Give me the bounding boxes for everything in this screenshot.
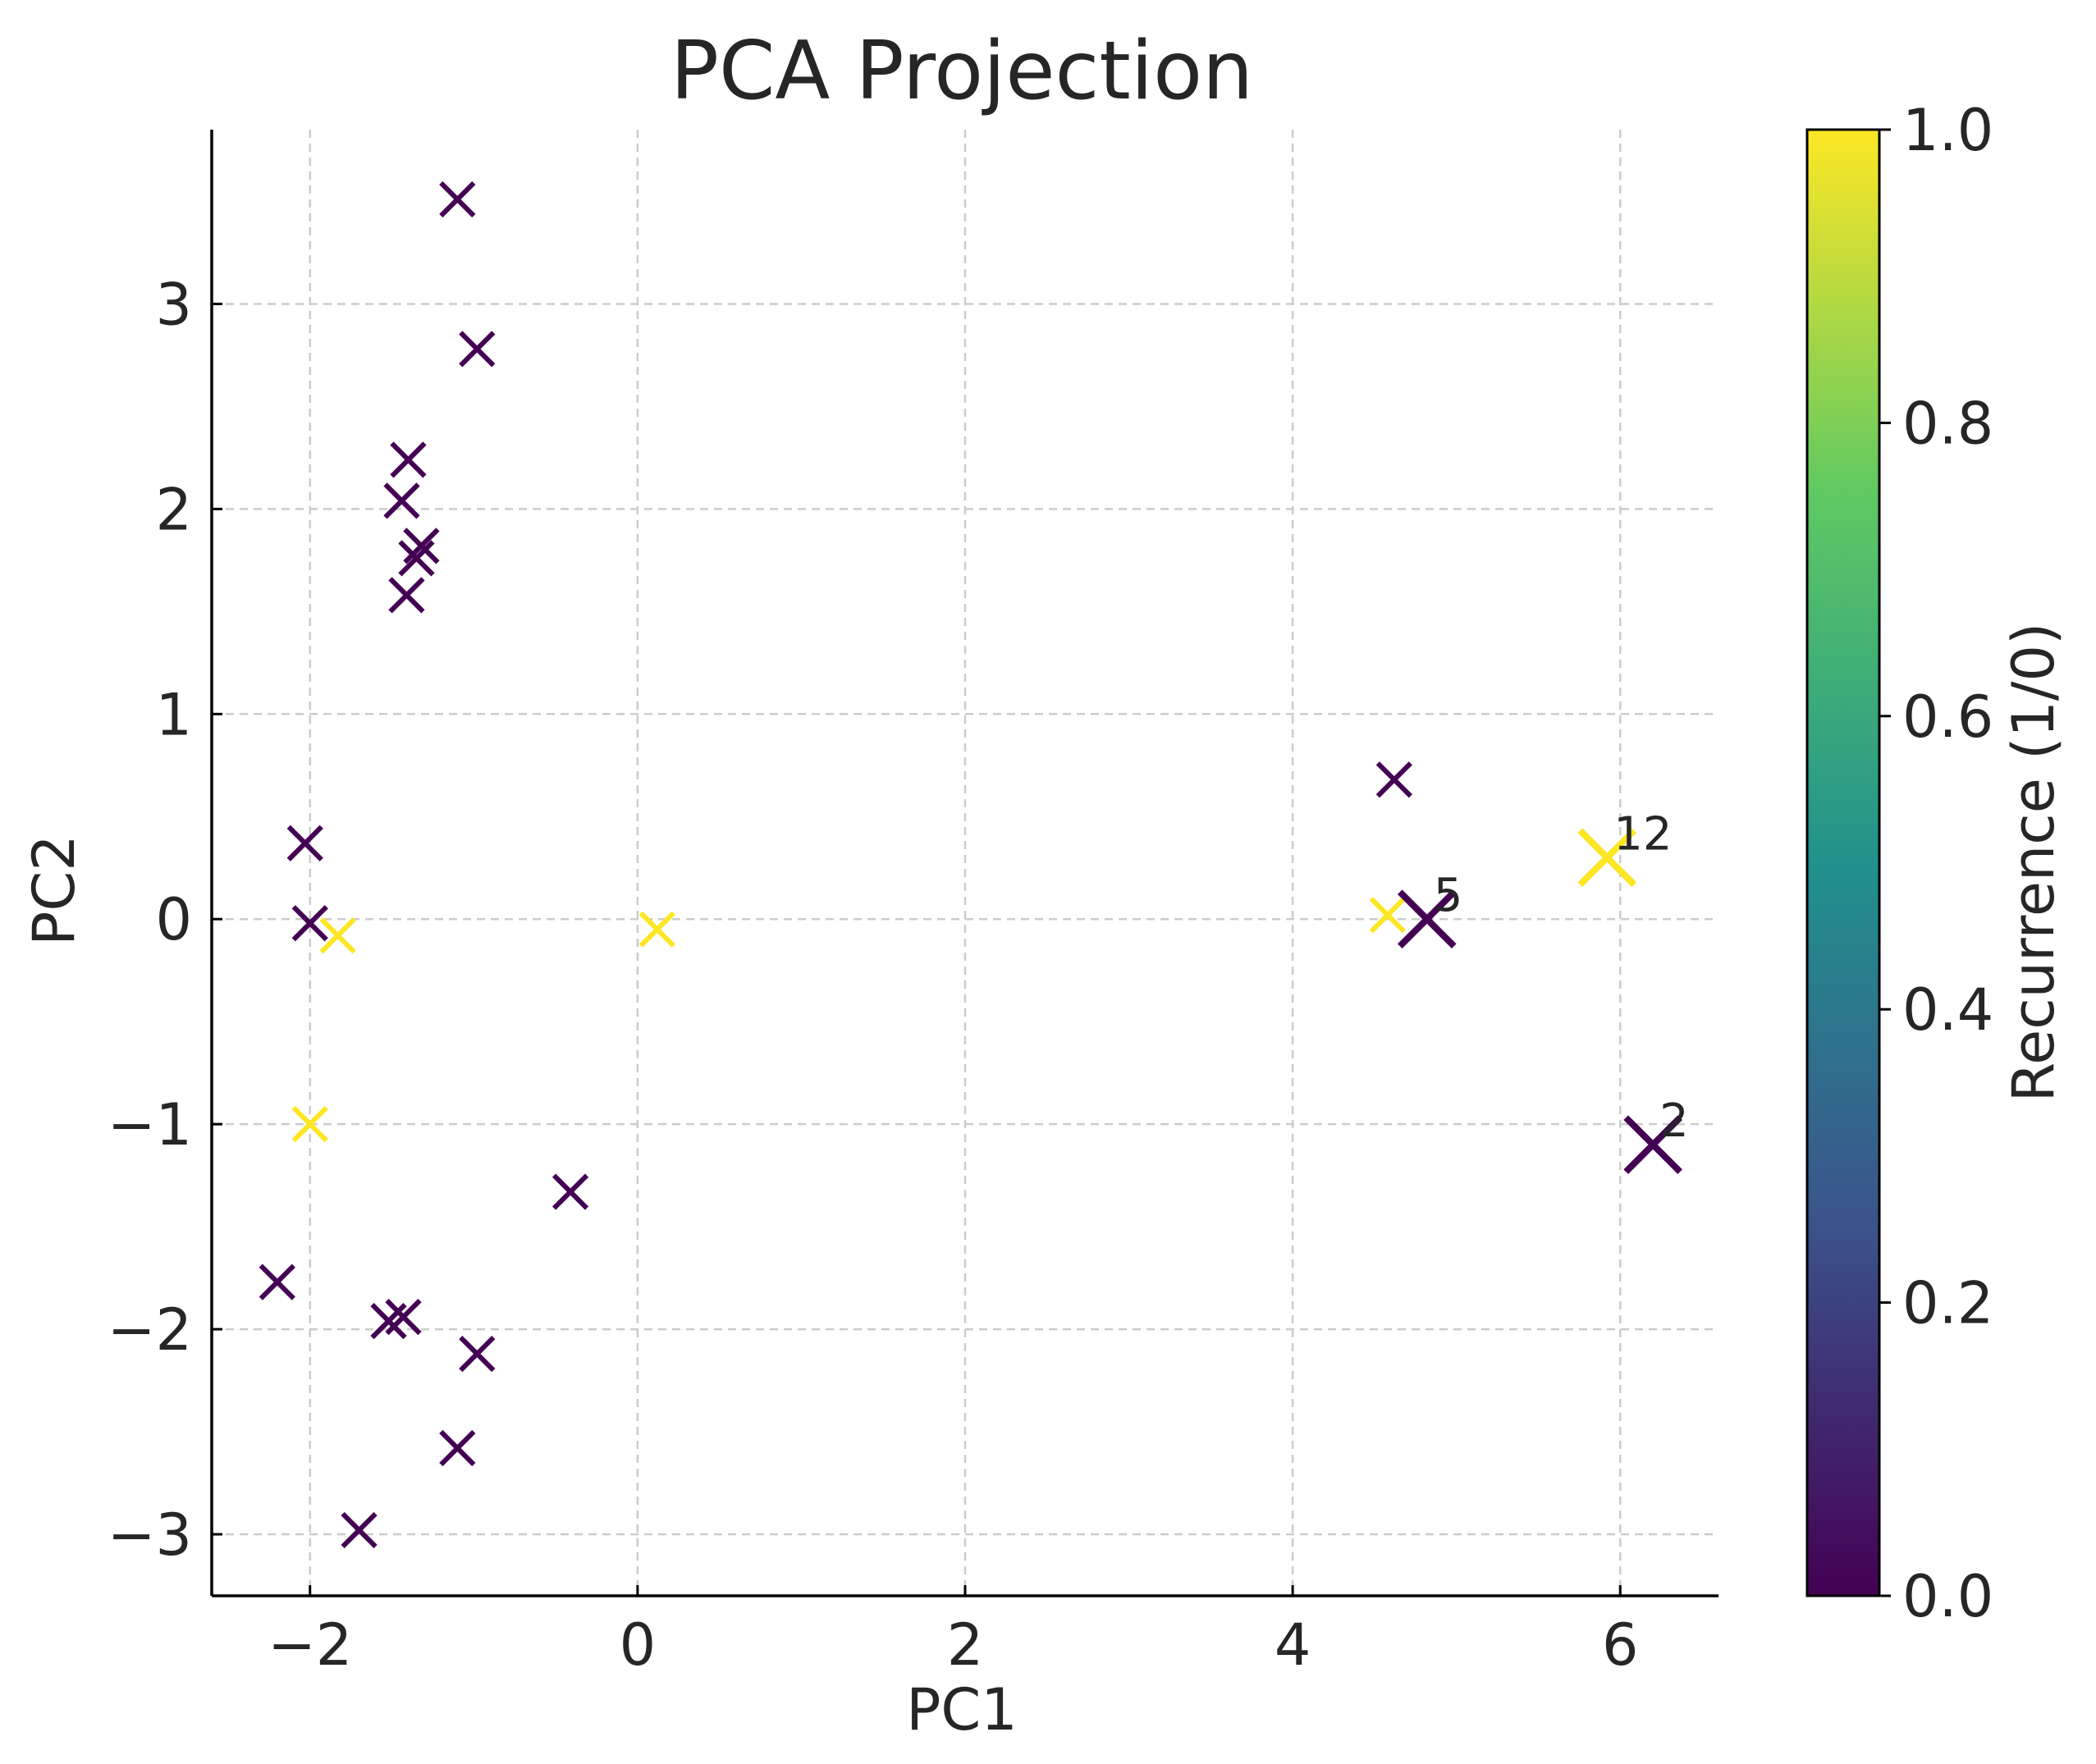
y-tick-label: −1 [108, 1091, 192, 1158]
data-point [291, 1106, 328, 1143]
colorbar-tick-label: 0.4 [1902, 976, 1993, 1044]
data-point [638, 911, 675, 948]
data-point [390, 441, 427, 478]
data-point [286, 825, 323, 861]
highlighted-point [1577, 828, 1637, 888]
point-marker-stroke [551, 1173, 589, 1210]
point-marker-stroke [390, 441, 427, 478]
point-marker-stroke [319, 917, 356, 954]
y-ticks: −3 −2 −1 0 1 2 3 [108, 271, 222, 1569]
data-point [439, 1429, 476, 1467]
data-point [551, 1173, 589, 1210]
data-point [1369, 897, 1406, 934]
point-annotation: 12 [1613, 807, 1672, 861]
colorbar: 0.0 0.2 0.4 0.6 0.8 1.0 Recurrence (1/0) [1805, 97, 2067, 1630]
data-point [385, 1298, 422, 1336]
colorbar-tick-label: 0.8 [1902, 390, 1993, 457]
data-point [319, 917, 356, 954]
point-marker-stroke [638, 911, 675, 948]
data-points [259, 181, 1683, 1549]
data-point [1375, 761, 1412, 798]
point-marker-stroke [291, 905, 328, 942]
point-marker-stroke [383, 482, 420, 519]
point-marker-stroke [403, 528, 440, 564]
grid-lines [212, 130, 1718, 1596]
colorbar-gradient [1805, 128, 1881, 1597]
point-marker-stroke [385, 1298, 422, 1336]
point-marker-stroke [1375, 761, 1412, 798]
x-tick-label: 4 [1275, 1611, 1311, 1679]
point-marker-stroke [1577, 828, 1637, 888]
y-tick-label: 3 [155, 271, 192, 338]
colorbar-tick-label: 1.0 [1902, 97, 1993, 164]
point-marker-stroke [459, 1335, 496, 1373]
y-axis-label: PC2 [21, 834, 88, 946]
x-tick-label: 6 [1602, 1611, 1639, 1679]
data-point [341, 1511, 378, 1549]
point-marker-stroke [439, 1429, 476, 1467]
colorbar-tick-label: 0.6 [1902, 683, 1993, 751]
highlighted-point [1623, 1115, 1683, 1174]
point-marker-stroke [291, 1106, 328, 1143]
point-marker-stroke [341, 1511, 378, 1549]
data-point [459, 1335, 496, 1373]
chart-title: PCA Projection [670, 25, 1253, 118]
point-marker-stroke [398, 540, 435, 577]
point-marker-stroke [1397, 889, 1457, 949]
colorbar-label: Recurrence (1/0) [2000, 623, 2067, 1103]
data-point [383, 482, 420, 519]
point-marker-stroke [286, 825, 323, 861]
colorbar-tick-label: 0.0 [1902, 1563, 1993, 1630]
y-tick-label: 2 [155, 476, 192, 543]
x-tick-label: 0 [620, 1611, 657, 1679]
point-marker-stroke [259, 1264, 295, 1300]
data-point [459, 331, 496, 368]
y-tick-label: 1 [155, 681, 192, 748]
point-marker-stroke [439, 181, 476, 218]
x-ticks: −2 0 2 4 6 [268, 1585, 1639, 1679]
x-tick-label: −2 [268, 1611, 352, 1679]
data-point [398, 540, 435, 577]
point-annotation: 5 [1434, 869, 1463, 922]
colorbar-tick-label: 0.2 [1902, 1270, 1993, 1337]
colorbar-ticks: 0.0 0.2 0.4 0.6 0.8 1.0 [1879, 97, 1993, 1630]
x-axis-label: PC1 [906, 1676, 1018, 1743]
data-point [291, 905, 328, 942]
data-point [388, 577, 425, 614]
point-marker-stroke [1623, 1115, 1683, 1174]
data-point [403, 528, 440, 564]
y-tick-label: 0 [155, 886, 192, 953]
data-point [439, 181, 476, 218]
data-point [259, 1264, 295, 1300]
y-tick-label: −2 [108, 1296, 192, 1364]
highlighted-point [1397, 889, 1457, 949]
y-tick-label: −3 [108, 1501, 192, 1569]
point-marker-stroke [459, 331, 496, 368]
x-tick-label: 2 [947, 1611, 984, 1679]
point-marker-stroke [1369, 897, 1406, 934]
point-annotation: 2 [1659, 1095, 1689, 1148]
point-annotations: 5 12 2 [1434, 807, 1689, 1148]
point-marker-stroke [388, 577, 425, 614]
